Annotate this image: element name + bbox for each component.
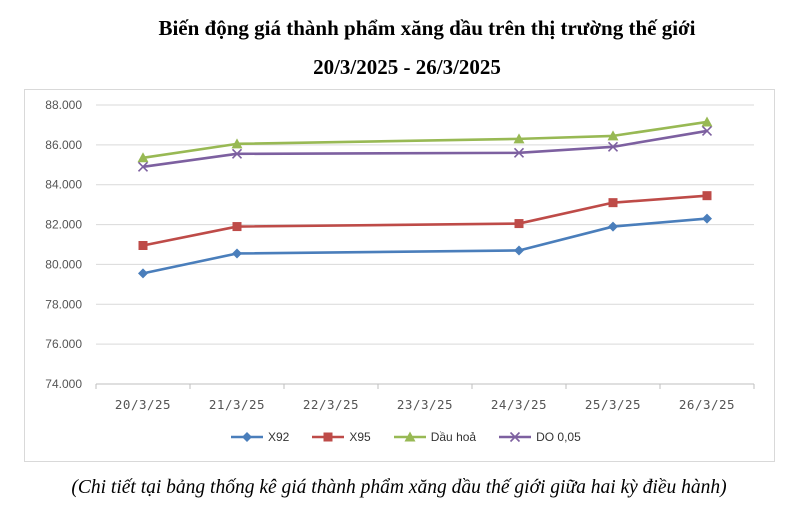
- data-point-dau-hoa: [607, 130, 619, 141]
- legend-label: X95: [349, 430, 371, 444]
- legend-marker: [404, 431, 416, 442]
- data-point-x95: [702, 191, 712, 201]
- legend-swatch: [499, 431, 532, 443]
- y-tick-label: 80.000: [45, 257, 82, 271]
- y-tick-label: 74.000: [45, 377, 82, 391]
- y-tick-label: 82.000: [45, 218, 82, 232]
- legend-swatch: [393, 431, 426, 442]
- legend-item-do-0-05: DO 0,05: [498, 430, 581, 444]
- x-tick-label: 24/3/25: [491, 397, 547, 412]
- x-tick-label: 25/3/25: [585, 397, 641, 412]
- x-tick-label: 26/3/25: [679, 397, 735, 412]
- data-point-dau-hoa: [513, 133, 525, 144]
- data-point-do-0-05: [137, 161, 149, 172]
- data-point-dau-hoa: [137, 152, 149, 163]
- x-tick-label: 21/3/25: [209, 397, 265, 412]
- y-tick-label: 84.000: [45, 178, 82, 192]
- y-tick-label: 88.000: [45, 98, 82, 112]
- data-point-x92: [608, 221, 618, 232]
- series-line-x92: [142, 217, 708, 275]
- data-point-do-0-05: [513, 147, 525, 158]
- legend-swatch: [312, 432, 345, 442]
- y-tick-label: 78.000: [45, 297, 82, 311]
- legend-marker: [510, 431, 521, 443]
- chart-legend: X92 X95 Dầu hoả DO 0,05: [230, 428, 603, 446]
- y-tick-label: 86.000: [45, 138, 82, 152]
- legend-label: X92: [268, 430, 290, 444]
- chart-subtitle: 20/3/2025 - 26/3/2025: [313, 55, 501, 79]
- x-tick-label: 22/3/25: [303, 397, 359, 412]
- chart-frame: [24, 89, 775, 462]
- legend-label: Dầu hoả: [430, 430, 477, 444]
- data-point-do-0-05: [231, 148, 243, 159]
- y-tick-label: 76.000: [45, 337, 82, 351]
- legend-marker: [323, 432, 333, 442]
- data-point-x92: [702, 213, 712, 224]
- data-point-x95: [138, 240, 148, 250]
- x-tick-label: 20/3/25: [115, 397, 171, 412]
- data-point-dau-hoa: [231, 138, 243, 149]
- data-point-dau-hoa: [701, 116, 713, 127]
- legend-marker: [242, 432, 252, 442]
- data-point-do-0-05: [701, 125, 713, 136]
- legend-item-x92: X92: [230, 430, 289, 444]
- legend-label: DO 0,05: [536, 430, 581, 444]
- legend-item-x95: X95: [311, 430, 371, 444]
- legend-item-dau-hoa: Dầu hoả: [393, 430, 476, 444]
- legend-swatch: [231, 432, 263, 442]
- data-point-x92: [138, 268, 148, 279]
- data-point-do-0-05: [607, 141, 619, 152]
- data-point-x95: [232, 222, 242, 232]
- data-point-x92: [514, 245, 524, 256]
- chart-title: Biến động giá thành phẩm xăng dầu trên t…: [158, 16, 696, 40]
- footnote: (Chi tiết tại bảng thống kê giá thành ph…: [71, 477, 727, 498]
- data-point-x92: [232, 248, 242, 259]
- series-line-do-0-05: [142, 129, 708, 169]
- series-line-x95: [142, 194, 708, 247]
- data-point-x95: [608, 198, 618, 208]
- x-tick-label: 23/3/25: [397, 397, 453, 412]
- data-point-x95: [514, 219, 524, 229]
